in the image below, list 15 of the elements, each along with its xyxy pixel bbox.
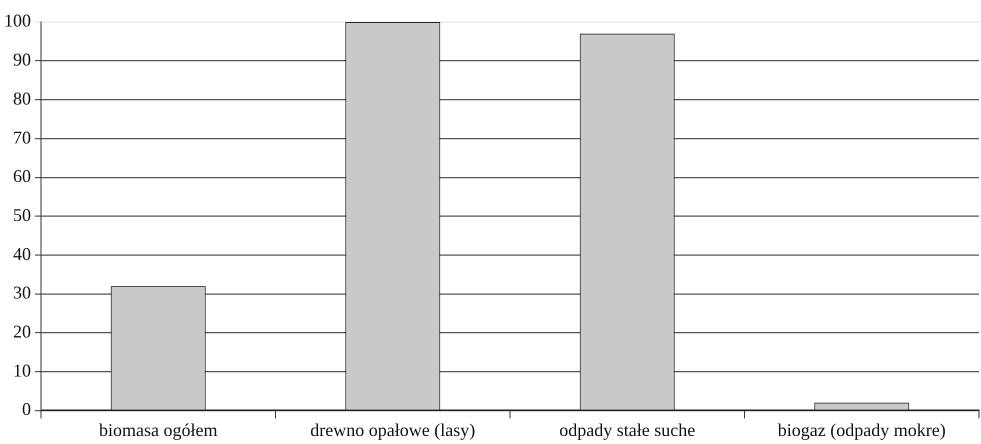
y-tick-label: 80 [13,88,31,108]
y-tick-label: 40 [13,244,31,264]
y-tick-label: 60 [13,166,31,186]
y-tick-label: 30 [13,282,31,303]
y-tick-label: 20 [13,321,31,342]
x-tick-label: biogaz (odpady mokre) [778,420,946,440]
x-tick-label: odpady stałe suche [559,420,696,440]
x-tick-label: biomasa ogółem [99,420,218,440]
y-tick-label: 10 [13,360,31,380]
y-tick-label: 0 [22,399,31,420]
y-tick-label: 90 [13,50,31,70]
x-tick-label: drewno opałowe (lasy) [310,420,476,440]
y-tick-label: 70 [13,127,31,148]
y-tick-label: 50 [13,204,31,225]
y-tick-label: 100 [4,10,31,31]
